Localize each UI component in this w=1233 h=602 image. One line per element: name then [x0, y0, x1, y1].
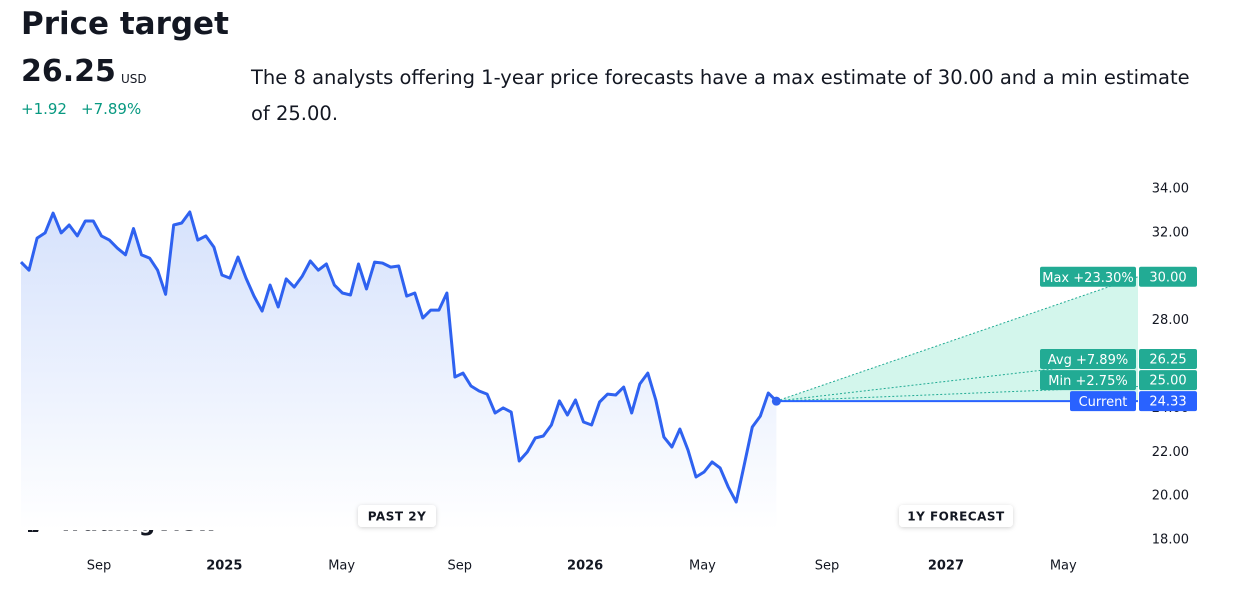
forecast-name-box — [1040, 370, 1136, 391]
x-tick-label: Sep — [815, 559, 840, 574]
currency: USD — [121, 72, 147, 86]
forecast-name-text: Min — [1048, 374, 1071, 389]
y-tick-label: 28.00 — [1152, 313, 1189, 328]
x-tick-label: 2025 — [206, 559, 242, 574]
forecast-label: Current 24.33 — [1070, 391, 1197, 412]
forecast-change: +7.89% — [1076, 353, 1128, 368]
y-tick-label: 22.00 — [1152, 445, 1189, 460]
price: 26.25 — [21, 54, 116, 89]
forecast-label-pill: 1Y FORECAST — [907, 510, 1005, 524]
x-tick-label: Sep — [87, 559, 112, 574]
past-label-box — [358, 505, 436, 527]
forecast-value: 26.25 — [1149, 353, 1186, 368]
forecast-label: Max +23.30% 30.00 — [1040, 266, 1197, 287]
x-tick-label: May — [689, 559, 716, 574]
x-tick-label: 2027 — [928, 559, 964, 574]
forecast-label-pill-box — [899, 505, 1013, 527]
forecast-label: Min +2.75% 25.00 — [1040, 370, 1197, 391]
title: Price target — [21, 6, 229, 42]
x-tick-label: May — [1050, 559, 1077, 574]
forecast-name-box — [1070, 391, 1136, 412]
forecast-name: Current — [1079, 395, 1128, 410]
forecast-label: Avg +7.89% 26.25 — [1040, 349, 1197, 370]
forecast-name-text: Current — [1079, 395, 1128, 410]
change: +1.92 — [21, 100, 67, 118]
x-tick-label: Sep — [448, 559, 473, 574]
y-tick-label: 18.00 — [1152, 533, 1189, 548]
forecast-name-box — [1040, 266, 1136, 287]
forecast-change: +23.30% — [1073, 270, 1133, 285]
forecast-change: +2.75% — [1076, 374, 1128, 389]
forecast-name: Max +23.30% — [1042, 270, 1134, 285]
description: The 8 analysts offering 1-year price for… — [251, 66, 1190, 125]
forecast-name: Min +2.75% — [1048, 374, 1127, 389]
forecast-name-text: Max — [1042, 270, 1069, 285]
forecast-value: 24.33 — [1149, 395, 1186, 410]
forecast-name-box — [1040, 349, 1136, 370]
price-line — [19, 210, 778, 504]
last-point — [771, 396, 781, 406]
forecast-name-text: Avg — [1048, 353, 1072, 368]
x-tick-label: 2026 — [567, 559, 603, 574]
forecast-name: Avg +7.89% — [1048, 353, 1128, 368]
y-tick-label: 34.00 — [1152, 182, 1189, 197]
forecast-value-box — [1139, 266, 1197, 287]
forecast-value: 30.00 — [1149, 270, 1186, 285]
x-tick-label: May — [328, 559, 355, 574]
forecast-value-box — [1139, 349, 1197, 370]
forecast-value-box — [1139, 391, 1197, 412]
y-tick-label: 32.00 — [1152, 225, 1189, 240]
forecast-value-box — [1139, 370, 1197, 391]
price-area — [21, 212, 777, 530]
past-label: PAST 2Y — [368, 510, 427, 524]
y-tick-label: 20.00 — [1152, 489, 1189, 504]
change-percent: +7.89% — [81, 100, 142, 118]
forecast-line — [776, 358, 1139, 402]
forecast-value: 25.00 — [1149, 374, 1186, 389]
